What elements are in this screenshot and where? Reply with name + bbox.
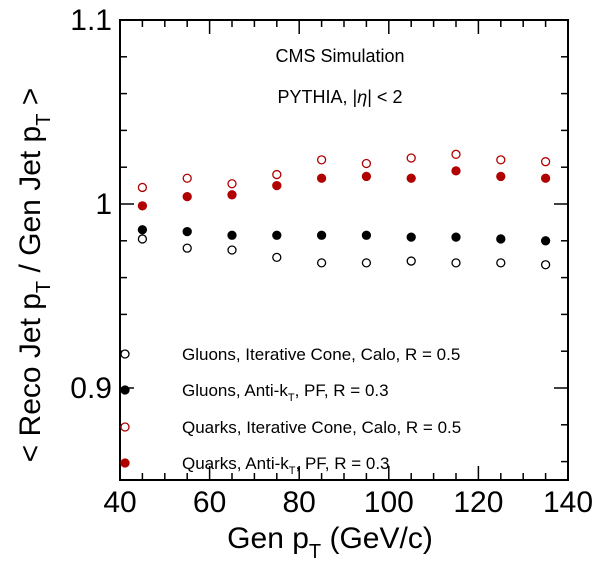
- data-point: [137, 201, 148, 211]
- y-axis-tick-labels: 0.9 1 1.1: [70, 4, 112, 405]
- legend-label: Gluons, Anti-kT, PF, R = 0.3: [182, 381, 389, 404]
- legend-label-main: Gluons, Anti-k: [182, 381, 288, 400]
- data-point: [540, 260, 551, 270]
- legend: Gluons, Iterative Cone, Calo, R = 0.5 Glu…: [120, 345, 461, 477]
- legend-marker: [120, 385, 130, 395]
- y-axis-title-sub1: T: [33, 281, 55, 293]
- y-axis-title-sub2: T: [33, 114, 55, 126]
- legend-label-rest: , PF, R = 0.3: [295, 381, 389, 400]
- data-point: [406, 256, 416, 266]
- y-tick-label: 1.1: [70, 4, 112, 37]
- data-point: [272, 180, 282, 191]
- y-tick-label: 1: [95, 188, 112, 221]
- data-point: [540, 236, 551, 246]
- data-point: [540, 173, 551, 183]
- data-point: [451, 166, 461, 176]
- data-point: [496, 171, 506, 182]
- data-point: [361, 230, 372, 240]
- data-point: [227, 190, 237, 200]
- data-point: [182, 173, 192, 183]
- data-points: [137, 149, 551, 270]
- data-point: [540, 157, 551, 167]
- x-axis-ticks: [119, 20, 569, 480]
- data-point: [182, 191, 192, 202]
- y-axis-title-part3: >: [14, 88, 47, 114]
- legend-label: Gluons, Iterative Cone, Calo, R = 0.5: [182, 345, 460, 364]
- data-point: [137, 182, 148, 193]
- pythia-eta-label: PYTHIA, |η| < 2: [278, 87, 403, 107]
- data-point: [227, 179, 237, 189]
- data-point: [496, 258, 506, 268]
- data-point: [361, 158, 372, 169]
- data-point: [137, 225, 148, 235]
- legend-label-sub: T: [289, 465, 296, 477]
- data-point: [272, 252, 282, 263]
- legend-label: Quarks, Anti-kT, PF, R = 0.3: [182, 454, 390, 477]
- data-point: [227, 230, 237, 240]
- legend-marker: [120, 458, 130, 468]
- data-point: [406, 153, 416, 163]
- x-tick-label: 100: [364, 486, 414, 519]
- cms-simulation-label: CMS Simulation: [275, 46, 404, 66]
- data-point: [451, 232, 461, 242]
- data-point: [227, 245, 237, 255]
- data-point: [137, 234, 148, 244]
- legend-label-main: Quarks, Iterative Cone, Calo, R = 0.5: [182, 418, 461, 437]
- x-tick-label: 140: [543, 486, 592, 519]
- legend-label-main: Gluons, Iterative Cone, Calo, R = 0.5: [182, 345, 460, 364]
- legend-label-rest: , PF, R = 0.3: [296, 454, 390, 473]
- x-tick-label: 120: [453, 486, 503, 519]
- pythia-eta-label-post: | < 2: [367, 87, 402, 107]
- pythia-eta-label-pre: PYTHIA, |: [278, 87, 358, 107]
- x-axis-tick-labels: 40 60 80 100 120 140: [103, 486, 592, 519]
- data-point: [451, 149, 461, 159]
- x-axis-title: Gen pT (GeV/c): [227, 522, 433, 563]
- pythia-eta-symbol: η: [357, 87, 367, 107]
- data-point: [406, 232, 416, 242]
- data-point: [316, 155, 327, 165]
- x-tick-label: 40: [103, 486, 136, 519]
- data-point: [272, 230, 282, 240]
- data-point: [182, 243, 192, 253]
- y-axis-title-part2: / Gen Jet p: [14, 126, 47, 281]
- legend-label: Quarks, Iterative Cone, Calo, R = 0.5: [182, 418, 461, 437]
- data-point: [316, 173, 327, 183]
- data-point: [406, 173, 416, 183]
- x-axis-title-sub: T: [309, 541, 321, 563]
- legend-marker: [120, 422, 130, 432]
- x-tick-label: 80: [283, 486, 316, 519]
- legend-label-sub: T: [288, 392, 295, 404]
- legend-marker: [120, 349, 130, 359]
- y-axis-title-part1: < Reco Jet p: [14, 293, 47, 462]
- data-point: [182, 226, 192, 237]
- y-axis-title: < Reco Jet pT / Gen Jet pT >: [14, 88, 55, 463]
- x-axis-title-unit: (GeV/c): [321, 522, 433, 555]
- data-point: [451, 258, 461, 268]
- y-tick-label: 0.9: [70, 372, 112, 405]
- data-point: [496, 234, 506, 244]
- data-point: [496, 155, 506, 165]
- x-axis-title-main: Gen p: [227, 522, 309, 555]
- data-point: [361, 258, 372, 268]
- legend-label-main: Quarks, Anti-k: [182, 454, 289, 473]
- x-tick-label: 60: [193, 486, 226, 519]
- data-point: [316, 230, 327, 240]
- data-point: [361, 171, 372, 182]
- data-point: [272, 169, 282, 180]
- data-point: [316, 258, 327, 268]
